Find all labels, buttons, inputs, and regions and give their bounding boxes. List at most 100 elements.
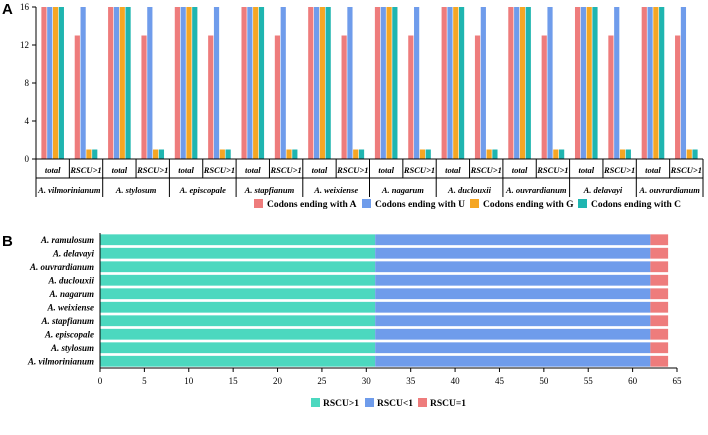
bar-segment [650, 261, 669, 273]
bar [286, 149, 292, 159]
bar [219, 149, 225, 159]
bar [353, 149, 359, 159]
bar [192, 7, 198, 159]
bar [58, 7, 64, 159]
bar [453, 7, 459, 159]
bar-segment [100, 288, 376, 300]
bar [447, 7, 453, 159]
bar [347, 7, 353, 159]
bar [547, 7, 553, 159]
x-tick-label: total [245, 165, 261, 175]
bar-segment [100, 342, 376, 354]
x-tick-label: 0 [98, 376, 103, 386]
bar [425, 149, 431, 159]
bar [308, 7, 314, 159]
y-tick-label: 8 [25, 78, 30, 88]
x-tick-label: 10 [184, 376, 194, 386]
legend-swatch [362, 199, 371, 208]
bar [52, 7, 59, 159]
bar-segment [375, 328, 651, 340]
legend-label: Codons ending with C [591, 200, 681, 210]
bar [675, 35, 681, 159]
x-tick-label: 20 [273, 376, 283, 386]
bar [180, 7, 186, 159]
x-tick-label: 50 [539, 376, 549, 386]
legend-swatch [578, 199, 587, 208]
bar [619, 149, 626, 159]
bar-segment [650, 247, 669, 259]
bar [241, 7, 247, 159]
y-category-label: A. duclouxii [47, 275, 94, 285]
panel-a-letter: A [2, 1, 13, 18]
y-category-label: A. vilmorinianum [27, 356, 94, 366]
bar [153, 149, 159, 159]
x-tick-label: 40 [451, 376, 461, 386]
bar [519, 7, 526, 159]
bar [158, 149, 165, 159]
bar [580, 7, 586, 159]
panel-a-bars [41, 7, 698, 159]
x-tick-label: RSCU>1 [603, 165, 635, 175]
bar-segment [375, 288, 651, 300]
panel-b-legend: RSCU>1 RSCU<1 RSCU=1 [311, 398, 466, 409]
x-tick-label: 15 [229, 376, 239, 386]
bar-segment [100, 328, 376, 340]
bar [213, 7, 220, 159]
bar-segment [375, 315, 651, 327]
bar [86, 149, 92, 159]
legend-swatch [418, 398, 427, 407]
panel-b-axes: A. ramulosum A. delavayi A. ouvrardianum A.… [27, 233, 682, 386]
group-label: A. ouvrardianum [505, 185, 567, 195]
group-label: A. ouvrardianum [638, 185, 700, 195]
bar [614, 7, 620, 159]
bar [341, 35, 347, 159]
panel-a-legend: Codons ending with A Codons ending with U… [254, 199, 681, 210]
bar [653, 7, 659, 159]
bar [525, 7, 531, 159]
x-tick-label: RSCU>1 [69, 165, 101, 175]
x-tick-label: 55 [584, 376, 594, 386]
panel-b-bars [100, 234, 669, 367]
y-category-label: A. episcopale [44, 329, 94, 339]
legend-label: Codons ending with G [483, 200, 574, 210]
x-tick-label: 25 [317, 376, 327, 386]
bar [74, 35, 80, 159]
bar [680, 7, 687, 159]
bar [41, 7, 47, 159]
bar-segment [650, 301, 669, 313]
bar-segment [375, 342, 651, 354]
panel-b-chart: B A. ramulosum A. delavayi A. ouvrardianum… [2, 233, 682, 409]
bar [586, 7, 592, 159]
legend-swatch [365, 398, 374, 407]
x-tick-label: total [178, 165, 194, 175]
bar [492, 149, 498, 159]
bar [514, 7, 520, 159]
legend-label: RSCU=1 [430, 399, 466, 409]
bar [80, 7, 86, 159]
bar [258, 7, 265, 159]
bar [508, 7, 514, 159]
bar [641, 7, 647, 159]
legend-label: Codons ending with U [375, 200, 465, 210]
bar [592, 7, 598, 159]
legend-swatch [254, 199, 263, 208]
x-tick-label: 65 [673, 376, 683, 386]
bar [374, 7, 381, 159]
bar [474, 35, 481, 159]
bar-segment [100, 355, 376, 367]
bar-segment [100, 315, 376, 327]
bar [274, 35, 281, 159]
group-label: A. delavayi [583, 185, 623, 195]
legend-label: Codons ending with A [267, 200, 357, 210]
y-category-label: A. nagarum [48, 289, 94, 299]
bar [186, 7, 192, 159]
bar [313, 7, 320, 159]
bar [325, 7, 331, 159]
bar [419, 149, 426, 159]
bar [686, 149, 692, 159]
bar-segment [375, 301, 651, 313]
legend-swatch [311, 398, 320, 407]
x-tick-label: total [45, 165, 61, 175]
bar [480, 7, 486, 159]
x-tick-label: RSCU>1 [403, 165, 435, 175]
